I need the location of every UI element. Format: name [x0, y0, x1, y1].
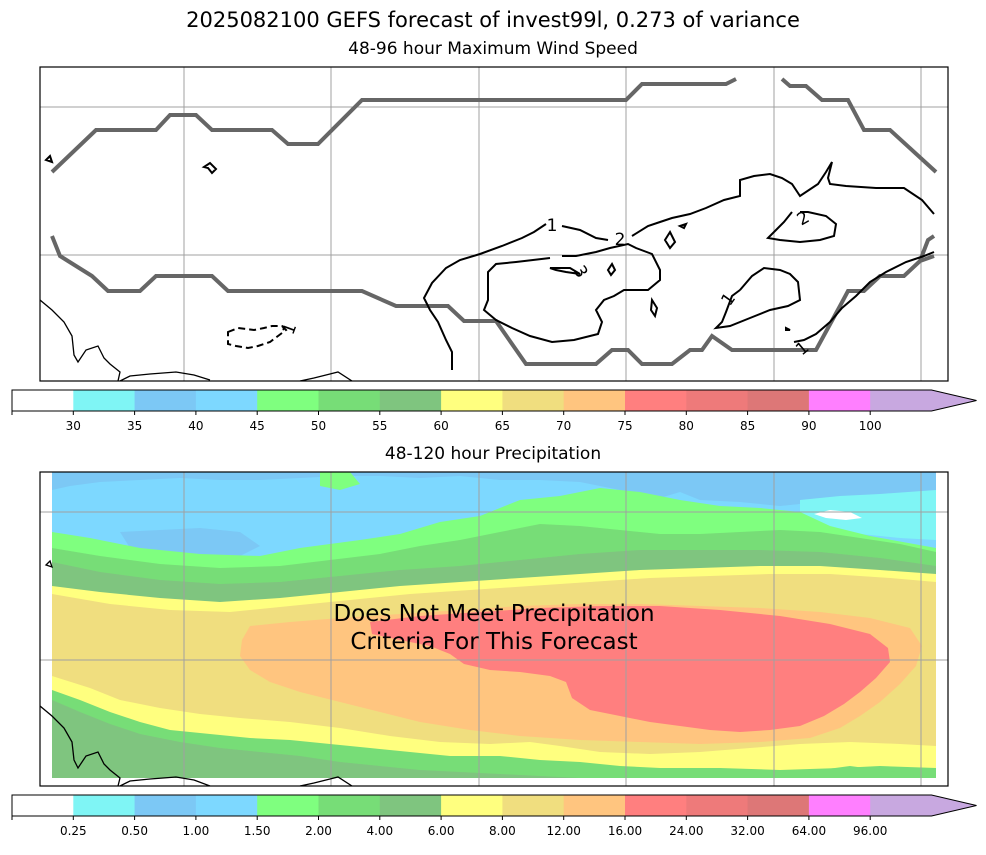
annotation-line-2: Criteria For This Forecast — [350, 629, 638, 655]
wind-panel-title: 48-96 hour Maximum Wind Speed — [348, 39, 638, 59]
colorbar-tick-label: 1.50 — [244, 824, 271, 838]
colorbar-tick-label: 50 — [311, 419, 326, 433]
coastline — [40, 299, 353, 381]
precip-map-panel — [39, 471, 949, 787]
precip-colorbar: 0.25 0.50 1.00 1.50 2.00 4.00 6.00 8.00 12.00 16.… — [11, 794, 977, 838]
colorbar-tick-label: 4.00 — [366, 824, 393, 838]
colorbar-tick-label: 90 — [801, 419, 816, 433]
colorbar-extend-arrow — [931, 795, 977, 816]
colorbar-outline — [11, 794, 977, 817]
colorbar-swatch — [686, 390, 748, 411]
colorbar-swatch — [12, 390, 74, 411]
figure-title: 2025082100 GEFS forecast of invest99l, 0… — [186, 8, 800, 32]
colorbar-swatch — [563, 390, 626, 411]
precip-map-frame — [39, 471, 949, 787]
colorbar-tick-label: 35 — [127, 419, 142, 433]
precip-band-blue — [52, 472, 936, 560]
colorbar-swatch — [134, 795, 197, 816]
colorbar-swatch — [257, 390, 319, 411]
colorbar-outline — [11, 389, 977, 412]
wind-dashed-contour — [227, 325, 288, 350]
colorbar-tick-label: 80 — [679, 419, 694, 433]
colorbar-tick-label: 45 — [250, 419, 265, 433]
colorbar-swatch — [441, 390, 503, 411]
colorbar-swatch — [502, 390, 565, 411]
colorbar-swatch — [808, 390, 871, 411]
coastline — [40, 559, 353, 786]
precip-band-red — [370, 606, 890, 732]
colorbar-swatch — [318, 390, 381, 411]
colorbar-tick-label: 65 — [495, 419, 510, 433]
contour-label: 2 — [615, 230, 626, 250]
wind-map-panel: 1 2 3 1 2 1 1 — [39, 66, 949, 382]
colorbar-tick-label: 60 — [433, 419, 448, 433]
precip-gridlines — [40, 472, 948, 786]
colorbar-tick-label: 0.25 — [60, 824, 87, 838]
colorbar-tick-label: 12.00 — [547, 824, 581, 838]
colorbar-swatch — [625, 390, 687, 411]
wind-map-frame — [39, 66, 949, 382]
colorbar-tick-label: 75 — [617, 419, 632, 433]
colorbar-swatch — [563, 795, 626, 816]
annotation-line-1: Does Not Meet Precipitation — [333, 601, 655, 627]
wind-gridlines — [40, 67, 948, 381]
colorbar-swatch — [502, 795, 565, 816]
colorbar-swatch — [747, 795, 810, 816]
colorbar-tick-label: 85 — [740, 419, 755, 433]
colorbar-tick-label: 24.00 — [669, 824, 703, 838]
colorbar-swatch — [379, 795, 442, 816]
precip-panel-title: 48-120 hour Precipitation — [384, 444, 602, 464]
colorbar-swatch — [73, 390, 135, 411]
colorbar-tick-label: 6.00 — [428, 824, 455, 838]
colorbar-tick-label: 8.00 — [489, 824, 516, 838]
wind-contour-lines — [44, 154, 935, 370]
colorbar-swatch — [625, 795, 687, 816]
colorbar-tick-label: 96.00 — [853, 824, 887, 838]
colorbar-tick-label: 2.00 — [305, 824, 332, 838]
uncertainty-cone — [50, 77, 938, 366]
colorbar-tick-label: 30 — [66, 419, 81, 433]
colorbar-tick-label: 32.00 — [730, 824, 764, 838]
colorbar-swatch — [134, 390, 197, 411]
colorbar-swatch — [318, 795, 381, 816]
wind-colorbar: 30 35 40 45 50 55 60 65 70 75 80 85 90 100 — [11, 389, 977, 433]
colorbar-tick-label: 16.00 — [608, 824, 642, 838]
colorbar-swatch — [73, 795, 135, 816]
colorbar-swatch — [870, 390, 932, 411]
colorbar-swatch — [747, 390, 810, 411]
colorbar-tick-label: 1.00 — [183, 824, 210, 838]
colorbar-swatch — [257, 795, 319, 816]
colorbar-swatch — [870, 795, 932, 816]
wind-map-background — [40, 67, 948, 381]
colorbar-tick-label: 70 — [556, 419, 571, 433]
colorbar-tick-label: 55 — [372, 419, 387, 433]
precip-field — [52, 472, 936, 778]
precip-band-green-southeast — [800, 766, 936, 778]
colorbar-tick-label: 40 — [188, 419, 203, 433]
precip-criteria-annotation: Does Not Meet Precipitation Criteria For… — [244, 600, 744, 656]
colorbar-tick-label: 100 — [859, 419, 882, 433]
colorbar-swatch — [808, 795, 871, 816]
colorbar-swatch — [12, 795, 74, 816]
colorbar-tick-label: 0.50 — [121, 824, 148, 838]
colorbar-extend-arrow — [931, 390, 977, 411]
colorbar-tick-label: 64.00 — [792, 824, 826, 838]
colorbar-swatch — [686, 795, 748, 816]
contour-label: 1 — [547, 216, 558, 236]
colorbar-swatch — [379, 390, 442, 411]
colorbar-swatch — [195, 390, 258, 411]
precip-coastline — [40, 559, 353, 786]
colorbar-swatch — [441, 795, 503, 816]
colorbar-swatch — [195, 795, 258, 816]
